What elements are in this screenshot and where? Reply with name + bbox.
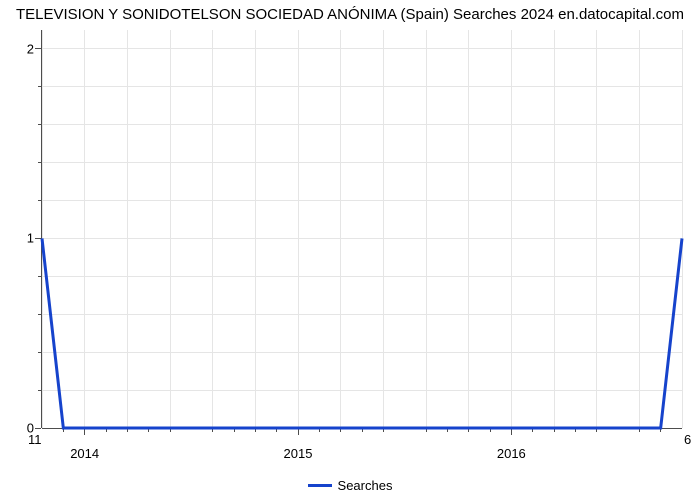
x-tick bbox=[298, 429, 299, 435]
y-tick bbox=[35, 428, 41, 429]
y-minor-tick bbox=[38, 86, 41, 87]
chart-container: TELEVISION Y SONIDOTELSON SOCIEDAD ANÓNI… bbox=[0, 0, 700, 500]
y-minor-tick bbox=[38, 276, 41, 277]
x-tick bbox=[511, 429, 512, 435]
y-tick-label: 2 bbox=[27, 41, 34, 56]
below-left-label: 11 bbox=[28, 432, 42, 447]
y-minor-tick bbox=[38, 314, 41, 315]
y-tick bbox=[35, 238, 41, 239]
y-minor-tick bbox=[38, 200, 41, 201]
plot-area: 012201420152016 bbox=[42, 30, 682, 428]
x-tick bbox=[84, 429, 85, 435]
y-tick-label: 1 bbox=[27, 231, 34, 246]
y-tick bbox=[35, 48, 41, 49]
legend: Searches bbox=[0, 478, 700, 493]
legend-swatch bbox=[308, 484, 332, 487]
chart-title: TELEVISION Y SONIDOTELSON SOCIEDAD ANÓNI… bbox=[0, 6, 700, 23]
y-minor-tick bbox=[38, 352, 41, 353]
y-minor-tick bbox=[38, 390, 41, 391]
y-minor-tick bbox=[38, 162, 41, 163]
series-line bbox=[42, 30, 682, 428]
x-tick-label: 2016 bbox=[497, 446, 526, 461]
below-right-label: 6 bbox=[684, 432, 691, 447]
y-minor-tick bbox=[38, 124, 41, 125]
x-tick-label: 2015 bbox=[284, 446, 313, 461]
x-tick-label: 2014 bbox=[70, 446, 99, 461]
legend-label: Searches bbox=[338, 478, 393, 493]
